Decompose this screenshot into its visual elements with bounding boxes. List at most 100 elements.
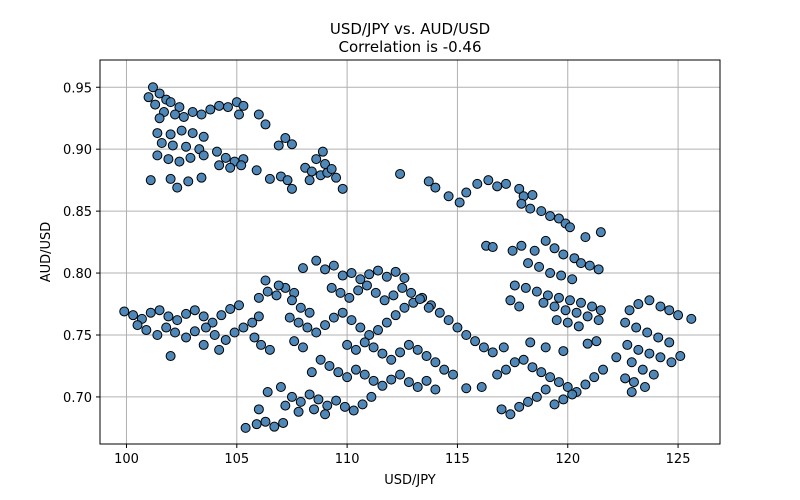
scatter-point: [163, 154, 174, 165]
scatter-point: [412, 344, 423, 355]
scatter-point: [381, 317, 392, 328]
scatter-point: [172, 182, 183, 193]
scatter-point: [520, 282, 531, 293]
scatter-point: [538, 297, 549, 308]
scatter-point: [198, 311, 209, 322]
scatter-point: [397, 282, 408, 293]
scatter-point: [309, 404, 320, 415]
scatter-point: [342, 372, 353, 383]
scatter-point: [145, 307, 156, 318]
scatter-point: [443, 191, 454, 202]
scatter-point: [143, 92, 154, 103]
scatter-point: [181, 308, 192, 319]
scatter-point: [269, 421, 280, 432]
scatter-point: [370, 287, 381, 298]
scatter-point: [653, 332, 664, 343]
scatter-point: [337, 270, 348, 281]
scatter-point: [220, 334, 231, 345]
scatter-point: [573, 321, 584, 332]
scatter-point: [324, 360, 335, 371]
scatter-point: [163, 311, 174, 322]
scatter-point: [540, 384, 551, 395]
scatter-point: [461, 187, 472, 198]
scatter-point: [664, 337, 675, 348]
scatter-point: [145, 175, 156, 186]
plot-frame: [99, 59, 721, 445]
scatter-point: [289, 336, 300, 347]
scatter-point: [536, 206, 547, 217]
scatter-point: [187, 107, 198, 118]
scatter-point: [523, 396, 534, 407]
axis-ticks: 100 105 110 115 120 125 0.70 0.75 0.80 0.85 0.90 0.…: [63, 81, 690, 467]
scatter-point: [509, 280, 520, 291]
scatter-point: [666, 357, 677, 368]
scatter-point: [320, 159, 331, 170]
scatter-point: [165, 97, 176, 108]
x-tick-label: 110: [335, 452, 360, 467]
scatter-point: [492, 369, 503, 380]
scatter-point: [461, 329, 472, 340]
scatter-point: [476, 382, 487, 393]
scatter-point: [523, 258, 534, 269]
scatter-point: [686, 313, 697, 324]
scatter-point: [399, 302, 410, 313]
scatter-point: [293, 317, 304, 328]
scatter-point: [286, 183, 297, 194]
scatter-point: [346, 315, 357, 326]
scatter-point: [622, 339, 633, 350]
scatter-point: [152, 329, 163, 340]
scatter-point: [631, 322, 642, 333]
scatter-point: [430, 182, 441, 193]
scatter-point: [165, 351, 176, 362]
scatter-point: [642, 327, 653, 338]
scatter-point: [564, 295, 575, 306]
scatter-point: [675, 351, 686, 362]
scatter-point: [262, 286, 273, 297]
scatter-point: [377, 380, 388, 391]
scatter-point: [178, 111, 189, 122]
scatter-point: [196, 109, 207, 120]
scatter-point: [260, 275, 271, 286]
scatter-point: [335, 287, 346, 298]
scatter-point: [275, 382, 286, 393]
scatter-point: [545, 211, 556, 222]
scatter-point: [278, 417, 289, 428]
scatter-point: [183, 176, 194, 187]
scatter-point: [128, 310, 139, 321]
scatter-point: [350, 364, 361, 375]
scatter-point: [624, 305, 635, 316]
scatter-point: [390, 266, 401, 277]
scatter-point: [273, 280, 284, 291]
scatter-point: [174, 102, 185, 113]
scatter-point: [174, 156, 185, 167]
scatter-point: [225, 303, 236, 314]
scatter-point: [273, 140, 284, 151]
scatter-point: [558, 346, 569, 357]
scatter-point: [553, 213, 564, 224]
scatter-point: [306, 367, 317, 378]
scatter-point: [483, 175, 494, 186]
scatter-point: [388, 290, 399, 301]
scatter-point: [655, 301, 666, 312]
scatter-point: [556, 270, 567, 281]
scatter-point: [214, 160, 225, 171]
scatter-point: [181, 141, 192, 152]
y-tick-label: 0.80: [63, 267, 92, 282]
scatter-point: [591, 336, 602, 347]
scatter-point: [234, 300, 245, 311]
scatter-point: [304, 307, 315, 318]
scatter-point: [423, 302, 434, 313]
scatter-point: [181, 332, 192, 343]
scatter-point: [421, 375, 432, 386]
scatter-point: [644, 348, 655, 359]
scatter-point: [673, 310, 684, 321]
scatter-point: [304, 389, 315, 400]
scatter-point: [377, 348, 388, 359]
scatter-point: [575, 258, 586, 269]
scatter-point: [132, 320, 143, 331]
scatter-point: [165, 129, 176, 140]
y-tick-label: 0.75: [63, 329, 92, 344]
scatter-point: [461, 383, 472, 394]
scatter-point: [498, 342, 509, 353]
scatter-point: [200, 322, 211, 333]
